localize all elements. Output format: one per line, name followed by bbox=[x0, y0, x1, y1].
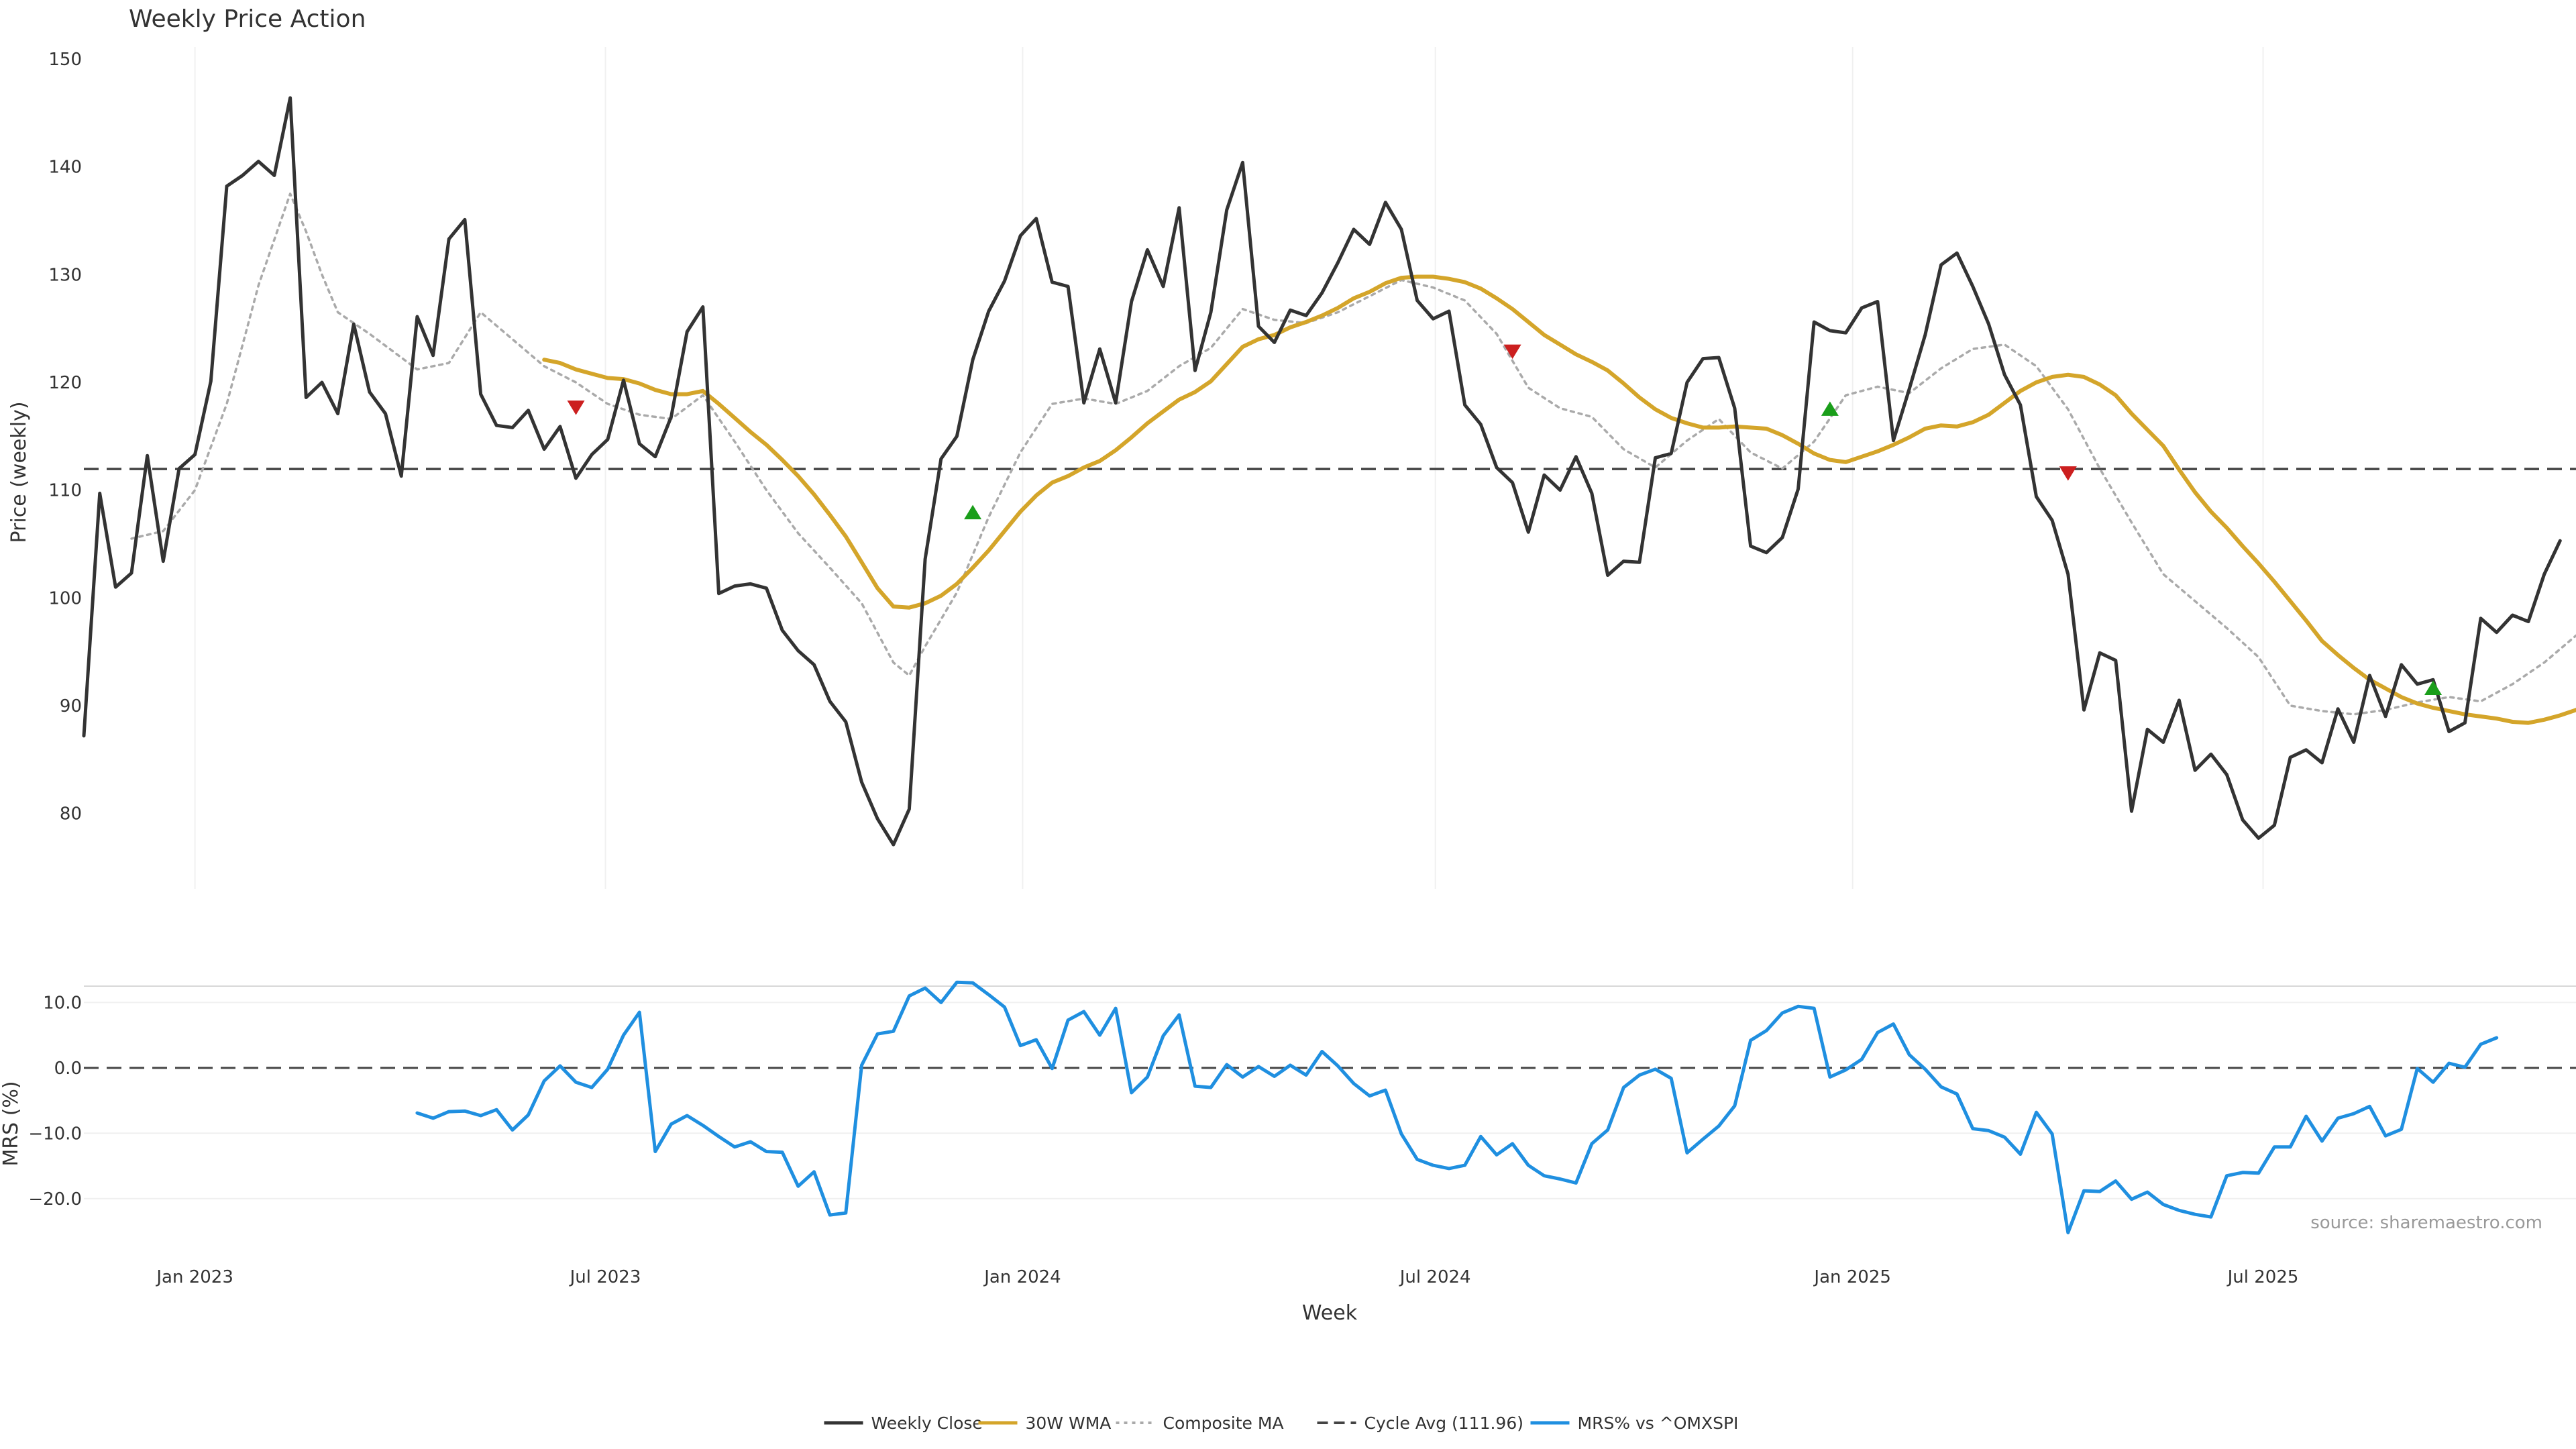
x-tick-label: Jan 2025 bbox=[1813, 1267, 1891, 1287]
x-tick-label: Jan 2024 bbox=[983, 1267, 1061, 1287]
legend-label: Composite MA bbox=[1163, 1413, 1284, 1433]
30w-wma-line bbox=[542, 274, 2576, 725]
chart-title: Weekly Price Action bbox=[129, 5, 366, 33]
price-tick-label: 110 bbox=[48, 481, 82, 501]
price-tick-label: 150 bbox=[48, 50, 82, 70]
sell-signal-marker bbox=[2059, 466, 2077, 481]
mrs-tick-label: −10.0 bbox=[28, 1124, 82, 1144]
price-tick-label: 140 bbox=[48, 158, 82, 178]
x-tick-label: Jan 2023 bbox=[155, 1267, 233, 1287]
price-tick-label: 120 bbox=[48, 373, 82, 393]
x-tick-label: Jul 2023 bbox=[569, 1267, 641, 1287]
sell-signal-marker bbox=[1503, 344, 1521, 360]
mrs-tick-label: 0.0 bbox=[54, 1059, 82, 1079]
mrs-axis-label: MRS (%) bbox=[0, 1081, 23, 1166]
buy-signal-marker bbox=[1821, 401, 1839, 416]
legend: Weekly Close 30W WMA Composite MA Cycle Avg… bbox=[824, 1413, 1739, 1433]
buy-signal-marker bbox=[964, 504, 982, 520]
price-axis-label: Price (weekly) bbox=[7, 401, 31, 543]
x-axis-label: Week bbox=[1302, 1301, 1358, 1325]
source-annotation: source: sharemaestro.com bbox=[2310, 1213, 2542, 1233]
mrs-panel: −20.0 −10.0 0.0 10.0 Jan 2023 Jul 2023 Jan 202… bbox=[28, 980, 2576, 1287]
sell-signal-marker bbox=[567, 400, 585, 415]
x-tick-label: Jul 2024 bbox=[1399, 1267, 1471, 1287]
legend-label: 30W WMA bbox=[1026, 1413, 1112, 1433]
price-tick-label: 90 bbox=[60, 696, 82, 716]
buy-signal-marker bbox=[2424, 680, 2443, 695]
weekly-close-line bbox=[82, 96, 2562, 847]
price-panel: 80 90 100 110 120 130 140 150 bbox=[48, 47, 2576, 889]
price-tick-label: 80 bbox=[60, 804, 82, 824]
mrs-line bbox=[415, 980, 2499, 1234]
legend-label: Weekly Close bbox=[871, 1413, 983, 1433]
legend-label: MRS% vs ^OMXSPI bbox=[1578, 1413, 1739, 1433]
mrs-tick-label: −20.0 bbox=[28, 1189, 82, 1210]
x-tick-label: Jul 2025 bbox=[2226, 1267, 2299, 1287]
price-tick-label: 100 bbox=[48, 588, 82, 608]
legend-label: Cycle Avg (111.96) bbox=[1364, 1413, 1524, 1433]
mrs-tick-label: 10.0 bbox=[43, 993, 82, 1013]
price-tick-label: 130 bbox=[48, 265, 82, 285]
